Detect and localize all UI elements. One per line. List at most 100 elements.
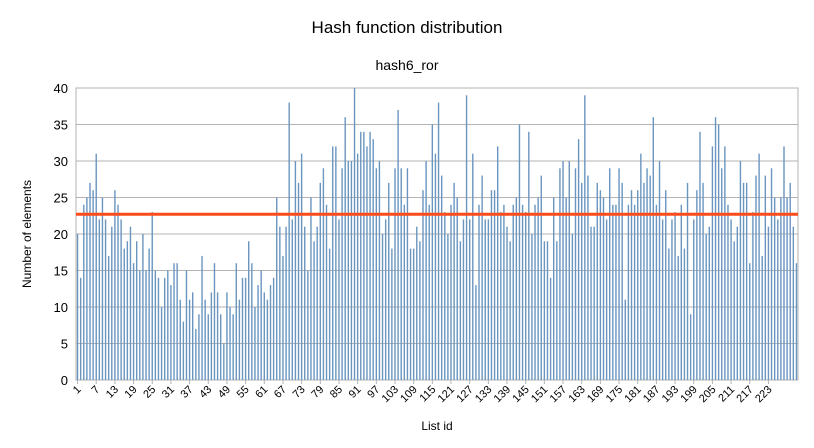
bar xyxy=(621,182,623,380)
bar xyxy=(244,277,247,380)
bar xyxy=(571,234,574,380)
x-axis-label: List id xyxy=(421,419,452,433)
bar xyxy=(195,328,197,380)
bar xyxy=(139,270,141,380)
bar xyxy=(406,168,409,380)
bar xyxy=(123,248,125,380)
bar xyxy=(630,190,633,380)
bar xyxy=(509,241,511,380)
x-tick-label: 7 xyxy=(90,384,103,397)
bar xyxy=(714,117,717,380)
bar xyxy=(637,190,639,380)
bar xyxy=(419,241,421,380)
y-tick-label: 40 xyxy=(54,81,68,96)
bar xyxy=(291,219,293,380)
bar xyxy=(528,131,530,380)
bar xyxy=(730,219,732,380)
bar xyxy=(721,168,723,380)
bar xyxy=(163,277,166,380)
x-tick-label: 55 xyxy=(235,384,252,401)
x-tick-label: 79 xyxy=(309,384,326,401)
bar xyxy=(770,168,773,380)
bar xyxy=(98,219,101,380)
bar xyxy=(266,299,269,380)
bar xyxy=(440,175,443,380)
bar xyxy=(434,153,437,380)
bar xyxy=(304,226,306,380)
bar xyxy=(761,255,763,380)
x-tick-label: 133 xyxy=(473,384,494,405)
bar xyxy=(226,292,228,380)
bar xyxy=(238,299,241,380)
bar xyxy=(512,204,514,380)
bar xyxy=(605,219,608,380)
y-tick-label: 15 xyxy=(54,264,68,279)
bar xyxy=(384,219,387,380)
bar xyxy=(328,248,331,380)
bar xyxy=(493,190,496,380)
bar xyxy=(490,190,493,380)
bar xyxy=(95,153,97,380)
bar xyxy=(145,270,147,380)
bar xyxy=(322,168,325,380)
bar xyxy=(394,168,396,380)
bar xyxy=(135,241,138,380)
bar xyxy=(593,226,595,380)
bar xyxy=(524,212,527,380)
bar xyxy=(117,204,119,380)
bar xyxy=(475,285,477,380)
bar xyxy=(92,190,94,380)
bar xyxy=(767,226,770,380)
bar xyxy=(344,117,346,380)
x-tick-label: 121 xyxy=(436,384,457,405)
bar xyxy=(282,255,284,380)
bar xyxy=(543,241,546,380)
bar xyxy=(618,168,620,380)
bar xyxy=(248,241,250,380)
chart-subtitle: hash6_ror xyxy=(375,57,439,73)
x-tick-label: 49 xyxy=(216,384,233,401)
bar xyxy=(518,124,521,380)
bar xyxy=(683,248,686,380)
x-tick-label: 145 xyxy=(510,384,531,405)
x-tick-label: 25 xyxy=(141,384,158,401)
bar xyxy=(587,175,589,380)
bar xyxy=(332,146,334,380)
bar xyxy=(132,263,135,380)
chart-title: Hash function distribution xyxy=(311,18,503,37)
bar xyxy=(76,234,79,380)
bar xyxy=(388,182,390,380)
bar xyxy=(724,146,726,380)
bar xyxy=(556,241,558,380)
bar xyxy=(649,175,651,380)
bar xyxy=(668,248,670,380)
bar xyxy=(341,168,343,380)
y-tick-label: 30 xyxy=(54,154,68,169)
bar xyxy=(111,226,113,380)
bar xyxy=(101,197,104,380)
bar xyxy=(465,95,468,381)
bar xyxy=(316,226,318,380)
x-tick-label: 103 xyxy=(380,384,401,405)
bar xyxy=(257,285,259,380)
bar xyxy=(148,248,150,380)
bar xyxy=(263,292,265,380)
bar xyxy=(736,226,739,380)
bar xyxy=(142,234,144,380)
bar xyxy=(437,102,440,380)
bar xyxy=(534,204,536,380)
x-tick-label: 31 xyxy=(160,384,177,401)
bar xyxy=(403,204,406,380)
bar xyxy=(450,204,452,380)
bar xyxy=(549,277,552,380)
bar xyxy=(335,146,337,380)
bar xyxy=(755,175,757,380)
bar xyxy=(487,219,490,380)
bar xyxy=(400,168,402,380)
bar xyxy=(783,146,785,380)
x-tick-label: 163 xyxy=(566,384,587,405)
bar xyxy=(447,234,449,380)
bar xyxy=(468,219,471,380)
bar xyxy=(453,182,455,380)
bar xyxy=(540,175,542,380)
